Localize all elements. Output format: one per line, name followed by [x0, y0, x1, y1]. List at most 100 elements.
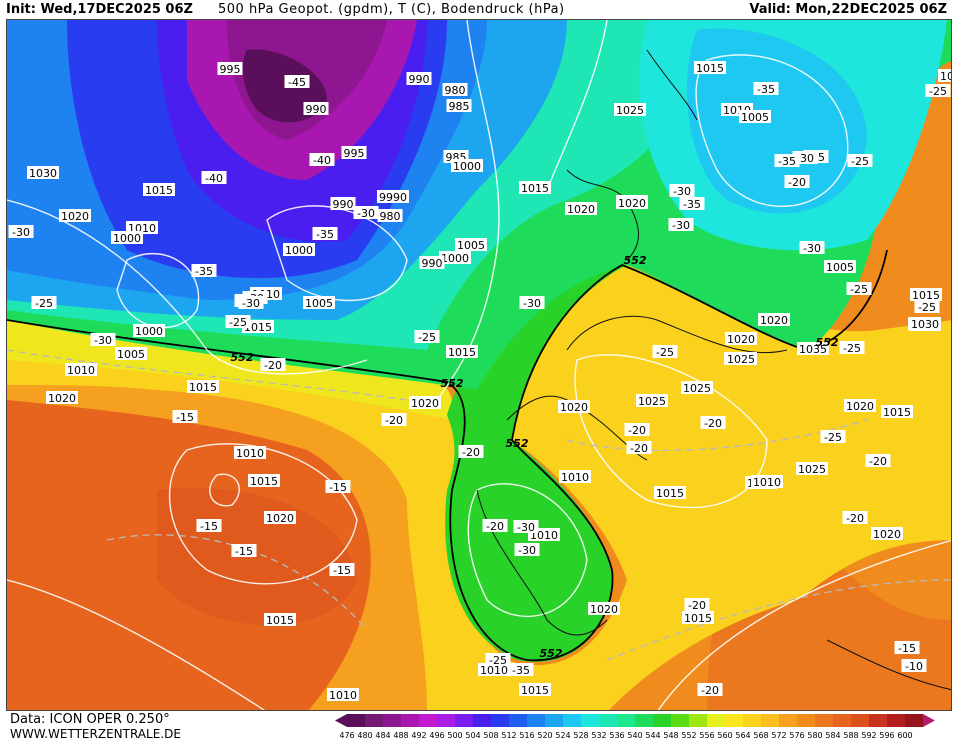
svg-text:-20: -20: [788, 176, 806, 189]
svg-text:990: 990: [422, 257, 443, 270]
svg-text:-25: -25: [656, 346, 674, 359]
pressure-label: 1015: [682, 611, 714, 625]
scale-tick-label: 584: [825, 731, 840, 740]
svg-text:-20: -20: [869, 455, 887, 468]
svg-text:-40: -40: [205, 172, 223, 185]
temperature-label: -25: [847, 154, 873, 168]
pressure-label: 1025: [796, 462, 828, 476]
isotherm: [606, 579, 951, 661]
pressure-label: 1010: [478, 663, 510, 677]
pressure-label: 1020: [725, 332, 757, 346]
map-footer: Data: ICON OPER 0.250° WWW.WETTERZENTRAL…: [0, 711, 959, 741]
svg-text:-45: -45: [288, 76, 306, 89]
pressure-label: 1010: [327, 688, 359, 702]
svg-text:-35: -35: [316, 228, 334, 241]
scale-swatch: [545, 714, 563, 727]
temperature-label: -25: [839, 341, 865, 355]
svg-text:1010: 1010: [67, 364, 95, 377]
pressure-label: 1020: [565, 202, 597, 216]
svg-text:1020: 1020: [846, 400, 874, 413]
svg-text:1010: 1010: [561, 471, 589, 484]
svg-text:1015: 1015: [244, 321, 272, 334]
svg-text:-25: -25: [489, 654, 507, 667]
svg-text:990: 990: [306, 103, 327, 116]
svg-text:990: 990: [333, 198, 354, 211]
scale-swatch: [473, 714, 491, 727]
pressure-label: 1020: [758, 313, 790, 327]
svg-text:-30: -30: [523, 297, 541, 310]
isobar: [574, 354, 768, 509]
scale-swatch: [707, 714, 725, 727]
scale-swatch: [401, 714, 419, 727]
pressure-label: 1025: [636, 394, 668, 408]
svg-text:-15: -15: [200, 520, 218, 533]
scale-swatch: [851, 714, 869, 727]
svg-text:985: 985: [449, 100, 470, 113]
svg-text:1015: 1015: [912, 289, 940, 302]
temperature-label: -35: [191, 264, 217, 278]
svg-text:-25: -25: [824, 431, 842, 444]
svg-text:1030: 1030: [29, 167, 57, 180]
svg-text:-15: -15: [898, 642, 916, 655]
svg-text:-40: -40: [313, 154, 331, 167]
pressure-label: 1030: [909, 317, 941, 331]
svg-text:1020: 1020: [567, 203, 595, 216]
valid-time-label: Valid: Mon,22DEC2025 06Z: [749, 2, 947, 17]
isobar: [695, 54, 849, 208]
shading-556: [7, 320, 454, 420]
scale-tick-label: 544: [645, 731, 660, 740]
svg-text:-25: -25: [851, 155, 869, 168]
svg-text:1020: 1020: [411, 397, 439, 410]
isobar: [467, 483, 588, 617]
temperature-label: -25: [225, 315, 251, 329]
svg-text:-10: -10: [905, 660, 923, 673]
pressure-label: 1020: [409, 396, 441, 410]
pressure-label: 1020: [588, 602, 620, 616]
svg-text:9990: 9990: [379, 191, 407, 204]
temperature-label: -30: [8, 225, 34, 239]
scale-swatch: [653, 714, 671, 727]
scale-swatch: [527, 714, 545, 727]
temperature-label: -20: [624, 423, 650, 437]
svg-text:1015: 1015: [189, 381, 217, 394]
svg-text:-20: -20: [628, 424, 646, 437]
svg-text:-15: -15: [329, 481, 347, 494]
pressure-label: 1005: [739, 110, 771, 124]
temperature-label: -15: [172, 410, 198, 424]
isobar: [546, 20, 608, 191]
contour-552-label: 552: [624, 254, 647, 267]
svg-text:-30: -30: [357, 207, 375, 220]
pressure-label: 1010: [751, 475, 783, 489]
scale-swatch: [581, 714, 599, 727]
temperature-label: -25: [914, 300, 940, 314]
scale-swatch: [779, 714, 797, 727]
scale-tick-label: 492: [411, 731, 426, 740]
scale-swatch: [743, 714, 761, 727]
svg-text:1015: 1015: [250, 475, 278, 488]
scale-tick-label: 560: [717, 731, 732, 740]
pressure-label: 1015: [654, 486, 686, 500]
scale-swatch: [887, 714, 905, 727]
temperature-label: -20: [626, 441, 652, 455]
scale-swatch: [905, 714, 923, 727]
scale-swatch: [437, 714, 455, 727]
temperature-label: -20: [381, 413, 407, 427]
svg-text:-25: -25: [418, 331, 436, 344]
scale-tick-label: 524: [555, 731, 570, 740]
pressure-label: 1015: [446, 345, 478, 359]
scale-swatch: [491, 714, 509, 727]
svg-text:1000: 1000: [285, 244, 313, 257]
temperature-label: -20: [684, 598, 710, 612]
pressure-label: 1010: [65, 363, 97, 377]
svg-text:-15: -15: [176, 411, 194, 424]
scale-swatch: [383, 714, 401, 727]
pressure-label: 1010: [559, 470, 591, 484]
pressure-label: 1025: [681, 381, 713, 395]
svg-text:1020: 1020: [760, 314, 788, 327]
svg-text:1020: 1020: [61, 210, 89, 223]
color-scale-ticks: 476 480 484 488 492 496 500 504 508 512 516 520 524 5…: [339, 731, 912, 740]
svg-text:1030: 1030: [911, 318, 939, 331]
temperature-label: -30: [669, 184, 695, 198]
svg-text:980: 980: [380, 210, 401, 223]
